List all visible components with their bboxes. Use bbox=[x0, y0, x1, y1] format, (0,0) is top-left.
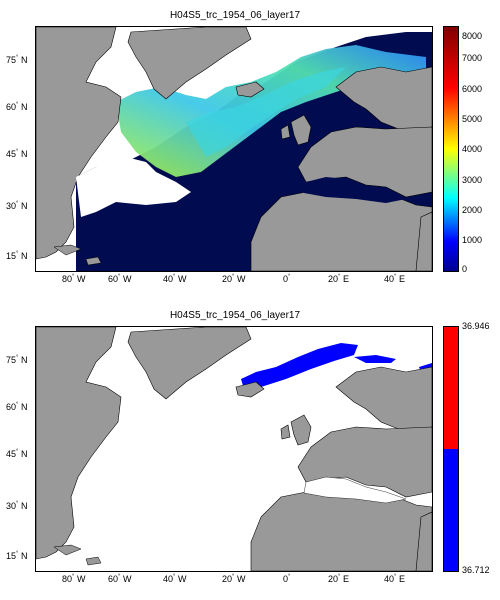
lon-label-20e-1: 20° E bbox=[328, 274, 349, 284]
lon-label-80w-2: 80° W bbox=[62, 574, 86, 584]
colorbar-1-tick-5000: 5000 bbox=[462, 114, 483, 124]
lat-label-15n-1: 15° N bbox=[6, 251, 28, 261]
lon-label-40w-1: 40° W bbox=[163, 274, 187, 284]
map-frame-2 bbox=[35, 326, 433, 572]
land-caribbean bbox=[53, 244, 102, 266]
colorbar-1 bbox=[443, 26, 459, 272]
colorbar-1-tick-2000: 2000 bbox=[462, 205, 483, 215]
lon-label-0-1: 0° bbox=[283, 274, 291, 284]
lon-label-60w-1: 60° W bbox=[108, 274, 132, 284]
lat-label-60n-2: 60° N bbox=[6, 402, 28, 412]
lon-label-40e-1: 40° E bbox=[384, 274, 405, 284]
lon-label-40w-2: 40° W bbox=[163, 574, 187, 584]
ocean-empty-region bbox=[76, 157, 191, 217]
map-canvas-2 bbox=[36, 327, 432, 571]
lat-label-45n-2: 45° N bbox=[6, 449, 28, 459]
map-title-2: H04S5_trc_1954_06_layer17 bbox=[169, 310, 301, 321]
map-title-1: H04S5_trc_1954_06_layer17 bbox=[169, 10, 301, 21]
land-iceland bbox=[235, 381, 265, 398]
tracer-band-cyan bbox=[186, 67, 346, 157]
lon-label-20w-2: 20° W bbox=[222, 574, 246, 584]
lon-label-80w-1: 80° W bbox=[62, 274, 86, 284]
lat-label-30n-2: 30° N bbox=[6, 501, 28, 511]
lat-label-45n-1: 45° N bbox=[6, 149, 28, 159]
land-north-america bbox=[36, 27, 122, 260]
land-arabia bbox=[415, 211, 432, 271]
lat-label-75n-1: 75° N bbox=[6, 55, 28, 65]
land-greenland bbox=[127, 327, 252, 400]
lon-label-20e-2: 20° E bbox=[328, 574, 349, 584]
sea-mediterranean bbox=[303, 476, 407, 504]
land-british-isles bbox=[280, 414, 312, 446]
colorbar-1-tick-7000: 7000 bbox=[462, 53, 483, 63]
land-africa bbox=[250, 491, 432, 571]
lat-label-15n-2: 15° N bbox=[6, 551, 28, 561]
colorbar-1-tick-1000: 1000 bbox=[462, 235, 483, 245]
colorbar-2-min-label: 36.712 bbox=[462, 565, 490, 575]
colorbar-1-tick-6000: 6000 bbox=[462, 84, 483, 94]
lon-label-0-2: 0° bbox=[283, 574, 291, 584]
land-greenland bbox=[127, 27, 252, 100]
colorbar-1-tick-3000: 3000 bbox=[462, 175, 483, 185]
colorbar-1-tick-0: 0 bbox=[462, 264, 468, 274]
land-iceland bbox=[235, 81, 265, 98]
map-canvas-1 bbox=[36, 27, 432, 271]
land-caribbean bbox=[53, 544, 102, 566]
sea-mediterranean bbox=[304, 177, 406, 203]
lon-label-40e-2: 40° E bbox=[384, 574, 405, 584]
lat-label-30n-1: 30° N bbox=[6, 201, 28, 211]
land-scandinavia bbox=[335, 66, 432, 133]
land-africa bbox=[250, 191, 432, 271]
land-north-america bbox=[36, 327, 122, 560]
land-scandinavia bbox=[335, 366, 432, 433]
lon-label-60w-2: 60° W bbox=[108, 574, 132, 584]
colorbar-2 bbox=[443, 326, 459, 572]
lat-label-75n-2: 75° N bbox=[6, 355, 28, 365]
tracer-blue-band bbox=[241, 343, 358, 389]
colorbar-2-max-label: 36.946 bbox=[462, 321, 490, 331]
map-frame-1 bbox=[35, 26, 433, 272]
colorbar-1-tick-8000: 8000 bbox=[462, 31, 483, 41]
colorbar-1-tick-4000: 4000 bbox=[462, 144, 483, 154]
tracer-blue-spot bbox=[354, 355, 432, 377]
lon-label-20w-1: 20° W bbox=[222, 274, 246, 284]
land-british-isles bbox=[280, 114, 312, 146]
lat-label-60n-1: 60° N bbox=[6, 102, 28, 112]
land-arabia bbox=[415, 511, 432, 571]
